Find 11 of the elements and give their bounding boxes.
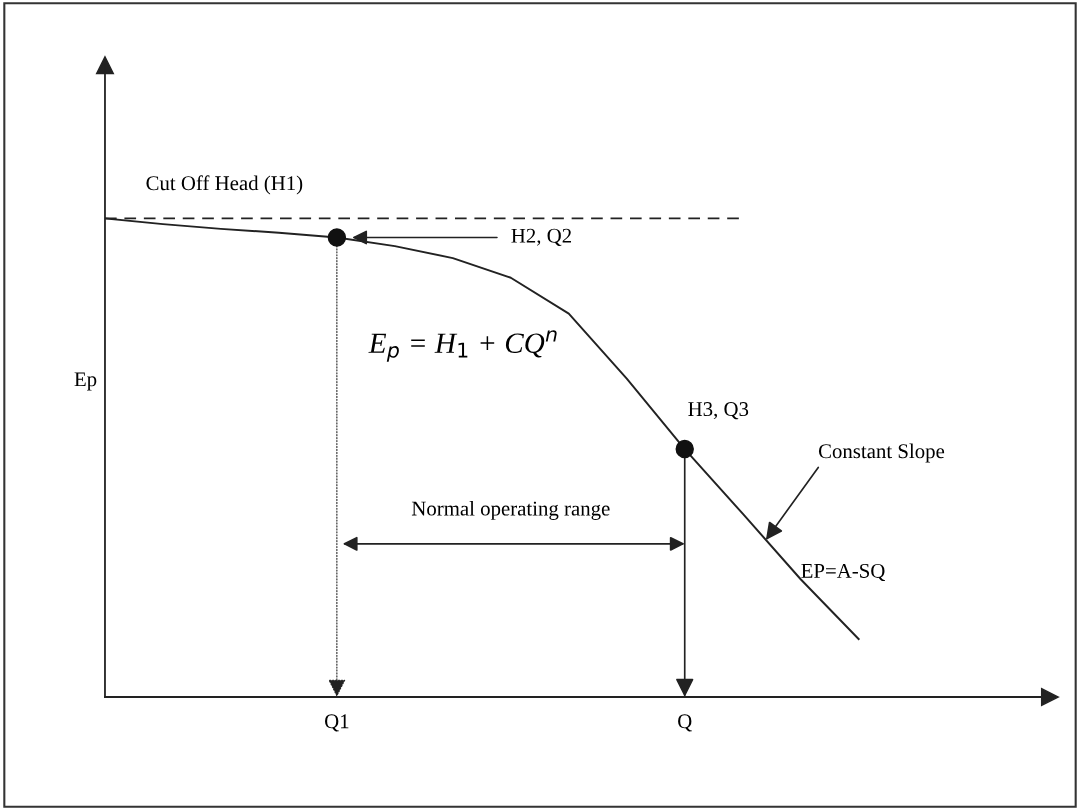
- text: Cut Off Head (H1): [146, 175, 303, 195]
- annotation: Constant Slope: [818, 443, 945, 463]
- annotation: H3, Q3: [688, 402, 749, 420]
- annotation: Normal operating range: [411, 500, 610, 520]
- y-axis-title: E$_{p}$: [368, 333, 399, 362]
- text: Ep: [74, 372, 97, 391]
- text: = H$_{1}$ + CQ$^{n}$: [411, 330, 557, 358]
- x-tick-label: Q1: [325, 714, 349, 732]
- x-tick-label: Q: [678, 714, 692, 732]
- annotation: H2, Q2: [511, 228, 571, 246]
- annotation: EP=A-SQ: [801, 563, 885, 582]
